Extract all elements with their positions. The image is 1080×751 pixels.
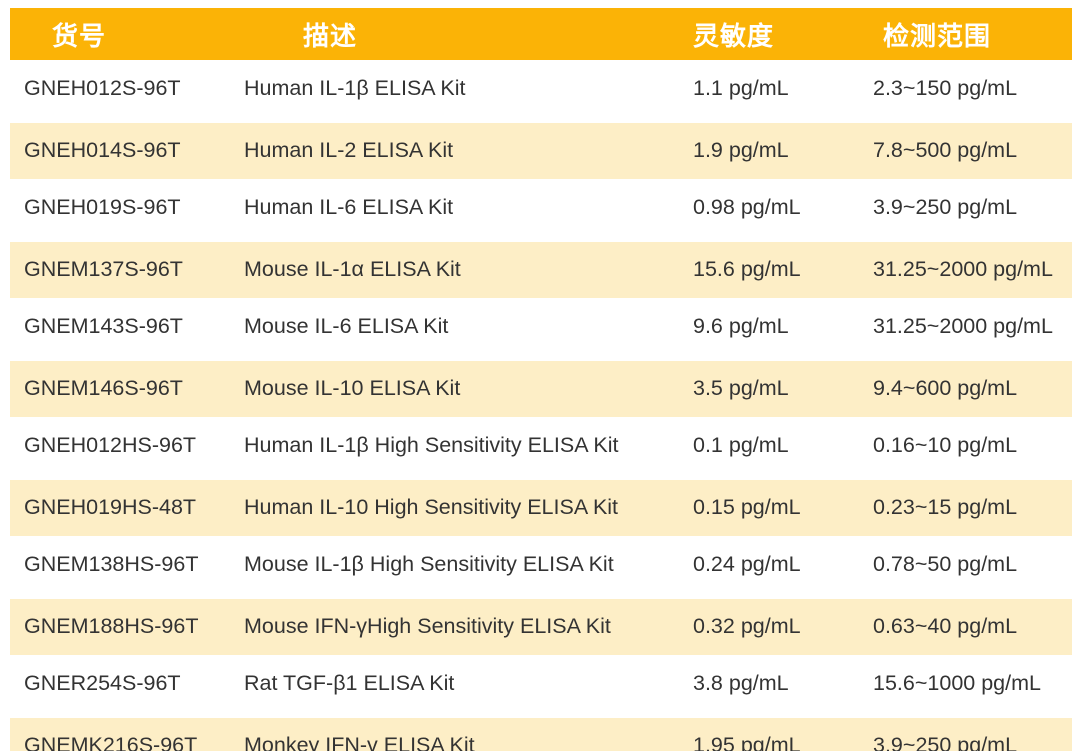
cell-description: Human IL-6 ELISA Kit [244,194,454,219]
column-header-catalog-number: 货号 [52,20,107,51]
cell-detection-range: 0.63~40 pg/mL [873,614,1018,639]
table-row: GNEM146S-96T Mouse IL-10 ELISA Kit 3.5 pg/… [10,354,1072,417]
column-header-description: 描述 [303,20,358,51]
cell-description: Human IL-10 High Sensitivity ELISA Kit [244,495,619,520]
cell-sensitivity: 0.32 pg/mL [693,614,801,639]
table-row: GNEM138HS-96T Mouse IL-1β High Sensitivit… [10,536,1072,593]
cell-sensitivity: 0.24 pg/mL [693,551,801,576]
cell-description: Human IL-2 ELISA Kit [244,138,454,163]
cell-detection-range: 31.25~2000 pg/mL [873,313,1053,338]
cell-sensitivity: 1.1 pg/mL [693,75,789,100]
cell-description: Mouse IL-10 ELISA Kit [244,376,461,401]
cell-catalog-number: GNEH014S-96T [24,138,181,163]
cell-detection-range: 0.78~50 pg/mL [873,551,1018,576]
cell-sensitivity: 15.6 pg/mL [693,257,801,282]
column-header-detection-range: 检测范围 [883,20,992,51]
table-row: GNEH012S-96T Human IL-1β ELISA Kit 1.1 pg/… [10,60,1072,117]
table-row: GNER254S-96T Rat TGF-β1 ELISA Kit 3.8 pg/m… [10,655,1072,712]
cell-description: Human IL-1β ELISA Kit [244,75,466,100]
table-row: GNEMK216S-96T Monkey IFN-γ ELISA Kit 1.95 … [10,711,1072,751]
cell-sensitivity: 9.6 pg/mL [693,313,789,338]
table-body: GNEH012S-96T Human IL-1β ELISA Kit 1.1 pg/… [10,60,1072,751]
cell-sensitivity: 0.1 pg/mL [693,432,789,457]
cell-sensitivity: 0.15 pg/mL [693,495,801,520]
cell-catalog-number: GNEM137S-96T [24,257,183,282]
table-row: GNEM143S-96T Mouse IL-6 ELISA Kit 9.6 pg/m… [10,298,1072,355]
cell-sensitivity: 1.95 pg/mL [693,733,801,751]
cell-catalog-number: GNER254S-96T [24,670,181,695]
cell-sensitivity: 1.9 pg/mL [693,138,789,163]
cell-detection-range: 3.9~250 pg/mL [873,194,1018,219]
cell-catalog-number: GNEH019S-96T [24,194,181,219]
cell-detection-range: 15.6~1000 pg/mL [873,670,1041,695]
cell-catalog-number: GNEH012S-96T [24,75,181,100]
cell-detection-range: 9.4~600 pg/mL [873,376,1018,401]
cell-description: Monkey IFN-γ ELISA Kit [244,733,475,751]
cell-catalog-number: GNEH012HS-96T [24,432,197,457]
table-row: GNEH019HS-48T Human IL-10 High Sensitivit… [10,473,1072,536]
cell-description: Mouse IL-1α ELISA Kit [244,257,461,282]
cell-detection-range: 31.25~2000 pg/mL [873,257,1053,282]
cell-detection-range: 7.8~500 pg/mL [873,138,1018,163]
column-header-sensitivity: 灵敏度 [693,20,775,51]
table-row: GNEH014S-96T Human IL-2 ELISA Kit 1.9 pg/m… [10,116,1072,179]
cell-description: Mouse IL-1β High Sensitivity ELISA Kit [244,551,614,576]
cell-sensitivity: 0.98 pg/mL [693,194,801,219]
cell-sensitivity: 3.8 pg/mL [693,670,789,695]
cell-catalog-number: GNEH019HS-48T [24,495,197,520]
table-row: GNEH012HS-96T Human IL-1β High Sensitivit… [10,417,1072,474]
cell-detection-range: 0.23~15 pg/mL [873,495,1018,520]
elisa-kit-table: 货号 描述 灵敏度 检测范围 GNEH012S-96T Human IL-1β E… [10,8,1072,751]
table-row: GNEM188HS-96T Mouse IFN-γHigh Sensitivity… [10,592,1072,655]
cell-catalog-number: GNEM146S-96T [24,376,183,401]
cell-catalog-number: GNEMK216S-96T [24,733,198,751]
cell-sensitivity: 3.5 pg/mL [693,376,789,401]
cell-description: Mouse IL-6 ELISA Kit [244,313,449,338]
cell-catalog-number: GNEM138HS-96T [24,551,199,576]
cell-detection-range: 3.9~250 pg/mL [873,733,1018,751]
table-header-row: 货号 描述 灵敏度 检测范围 [10,8,1072,60]
cell-description: Mouse IFN-γHigh Sensitivity ELISA Kit [244,614,611,639]
cell-description: Human IL-1β High Sensitivity ELISA Kit [244,432,619,457]
table-row: GNEM137S-96T Mouse IL-1α ELISA Kit 15.6 pg… [10,235,1072,298]
cell-description: Rat TGF-β1 ELISA Kit [244,670,455,695]
cell-catalog-number: GNEM143S-96T [24,313,183,338]
cell-detection-range: 0.16~10 pg/mL [873,432,1018,457]
cell-catalog-number: GNEM188HS-96T [24,614,199,639]
table-row: GNEH019S-96T Human IL-6 ELISA Kit 0.98 pg/… [10,179,1072,236]
cell-detection-range: 2.3~150 pg/mL [873,75,1018,100]
